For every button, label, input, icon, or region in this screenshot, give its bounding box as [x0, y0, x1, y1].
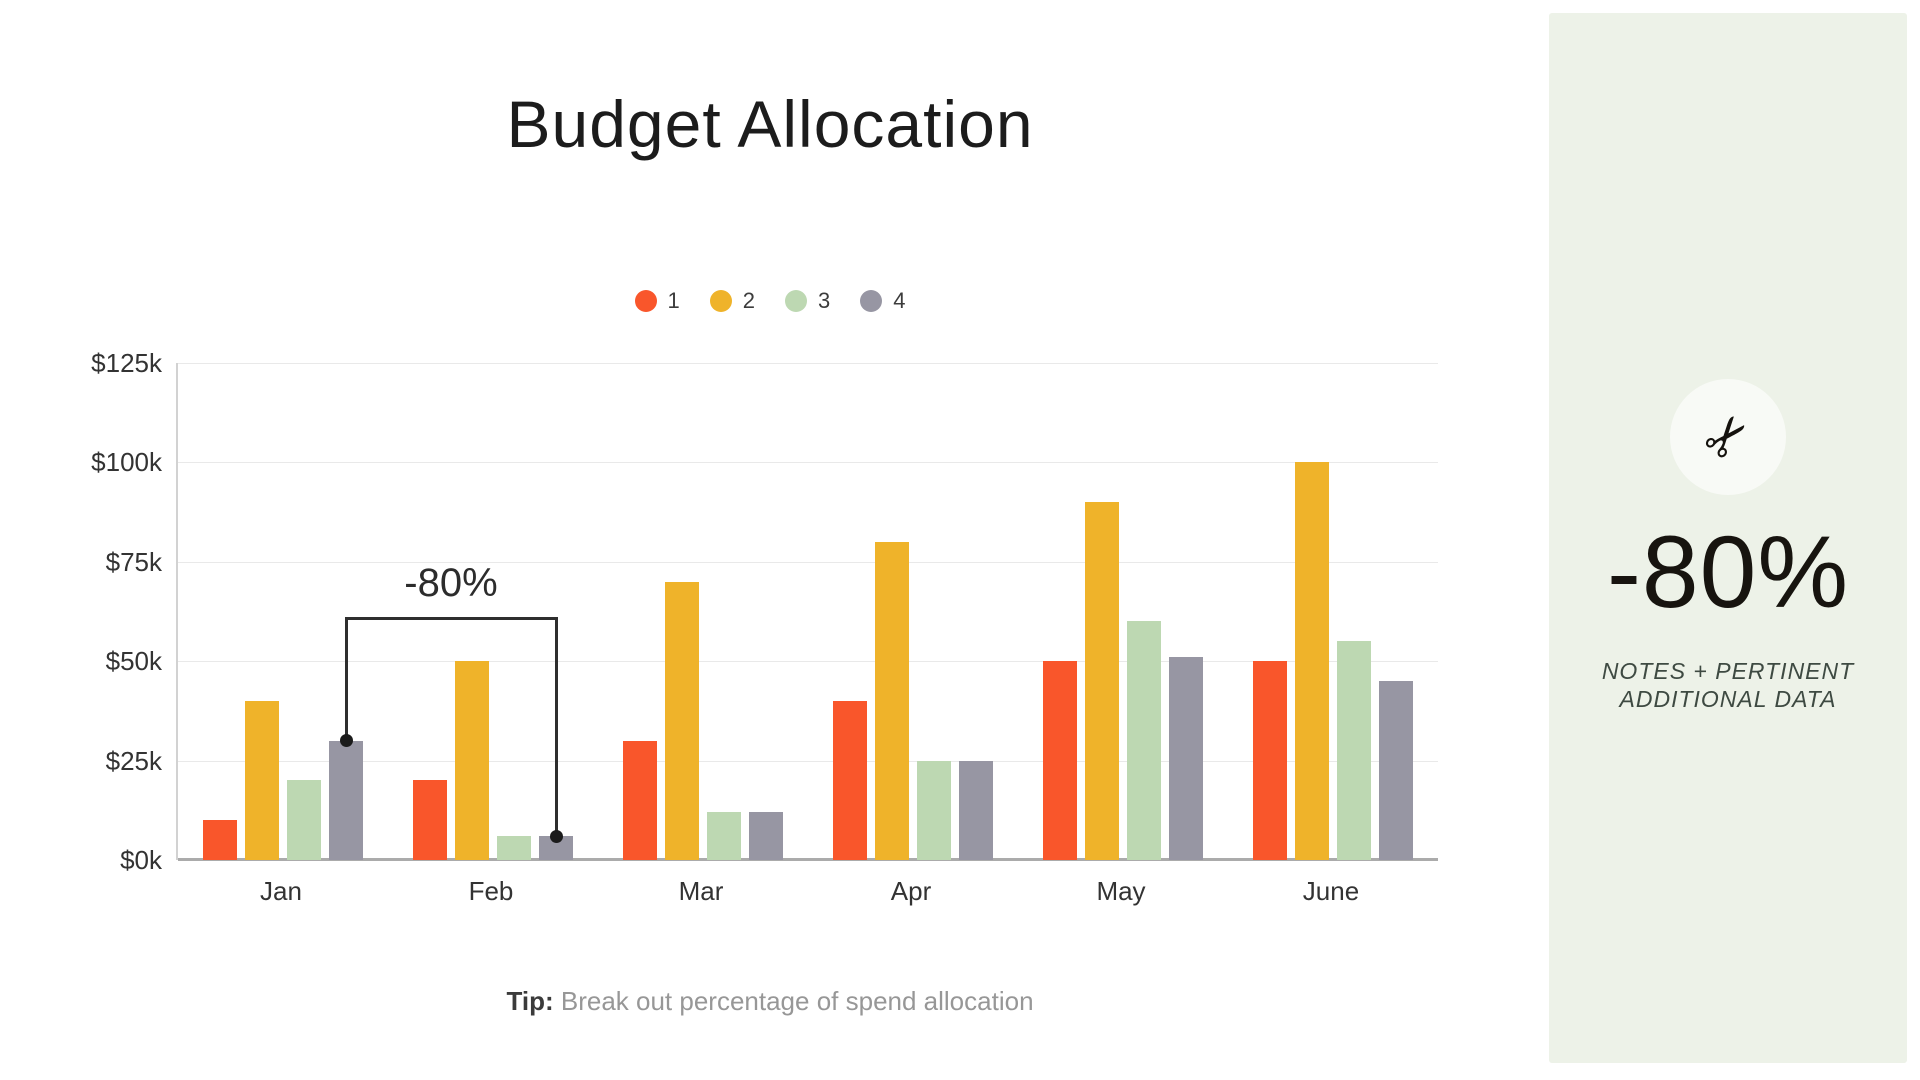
legend-label-3: 3	[818, 288, 831, 313]
legend-dot-2	[709, 290, 732, 312]
legend-dot-4	[860, 290, 883, 312]
gridline-$125k	[178, 363, 1438, 364]
y-axis-labels: $0k $25k $50k $75k $100k $125k	[40, 348, 162, 875]
sidebar-note-line2: ADDITIONAL DATA	[1619, 686, 1837, 712]
y-tick-$125k: $125k	[91, 348, 162, 378]
chart-legend: 1 2 3 4	[0, 288, 1540, 314]
bar-chart-plot: -80%	[176, 363, 1438, 861]
legend-dot-3	[785, 290, 807, 312]
bar-june-series4	[1379, 681, 1413, 860]
x-tick-feb: Feb	[468, 876, 514, 906]
scissors-icon-badge: ✂	[1670, 379, 1786, 495]
bar-may-series1	[1043, 661, 1077, 860]
bar-jan-series1	[203, 820, 237, 860]
notes-panel: ✂ -80% NOTES + PERTINENT ADDITIONAL DATA	[1549, 13, 1907, 1063]
legend-label-1: 1	[667, 288, 680, 313]
bar-apr-series4	[959, 760, 993, 860]
x-tick-mar: Mar	[678, 876, 724, 906]
bar-apr-series2	[875, 541, 909, 860]
bar-feb-series4	[539, 836, 573, 860]
legend-item-1: 1	[634, 288, 680, 314]
sidebar-note: NOTES + PERTINENT ADDITIONAL DATA	[1549, 657, 1907, 713]
annotation-dot-to	[549, 829, 563, 843]
bar-mar-series4	[749, 812, 783, 860]
bar-apr-series3	[917, 760, 951, 860]
sidebar-note-line1: NOTES + PERTINENT	[1601, 658, 1855, 684]
bar-june-series2	[1295, 462, 1329, 860]
tip-label: Tip:	[506, 986, 554, 1016]
bar-mar-series3	[707, 812, 741, 860]
y-tick-$0k: $0k	[120, 845, 162, 875]
legend-label-2: 2	[742, 288, 755, 313]
gridline-$100k	[178, 462, 1438, 464]
legend-dot-1	[634, 290, 657, 312]
x-axis-labels: Jan Feb Mar Apr May June	[176, 876, 1436, 916]
gridline-$50k	[178, 661, 1438, 663]
legend-item-2: 2	[709, 288, 755, 314]
bar-feb-series2	[455, 661, 489, 860]
bar-jan-series2	[245, 700, 279, 860]
annotation-dot-from	[339, 734, 353, 748]
bar-mar-series1	[623, 740, 657, 860]
gridline-$0k	[178, 858, 1438, 861]
bar-may-series3	[1127, 621, 1161, 860]
annotation-line-left	[344, 617, 348, 741]
annotation-line-top	[344, 617, 558, 621]
x-tick-apr: Apr	[890, 876, 932, 906]
sidebar-stat: -80%	[1606, 515, 1850, 629]
x-tick-jan: Jan	[260, 876, 302, 906]
x-tick-june: June	[1302, 876, 1360, 906]
bar-mar-series2	[665, 581, 699, 860]
bar-june-series1	[1253, 661, 1287, 860]
legend-item-4: 4	[860, 288, 906, 314]
chart-title: Budget Allocation	[506, 87, 1034, 162]
bar-may-series2	[1085, 502, 1119, 860]
bar-june-series3	[1337, 641, 1371, 860]
bar-apr-series1	[833, 700, 867, 860]
bar-feb-series3	[497, 836, 531, 860]
annotation-label: -80%	[404, 561, 498, 606]
legend-item-3: 3	[785, 288, 830, 314]
y-tick-$25k: $25k	[105, 745, 162, 776]
x-tick-may: May	[1096, 876, 1146, 906]
annotation-line-right	[554, 617, 558, 837]
scissors-icon: ✂	[1690, 400, 1766, 474]
bar-jan-series3	[287, 780, 321, 860]
bar-feb-series1	[413, 780, 447, 860]
legend-label-4: 4	[893, 288, 906, 313]
tip-body: Break out percentage of spend allocation	[553, 986, 1034, 1016]
bar-jan-series4	[329, 740, 363, 860]
y-tick-$75k: $75k	[105, 546, 162, 577]
y-tick-$100k: $100k	[91, 447, 162, 478]
budget-chart-card: Budget Allocation 1 2 3 4 $0k $25k $50k $75k $1…	[0, 87, 1540, 1017]
tip-text: Tip: Break out percentage of spend alloc…	[0, 986, 1540, 1017]
y-tick-$50k: $50k	[105, 646, 162, 677]
bar-may-series4	[1169, 657, 1203, 860]
gridline-$25k	[178, 760, 1438, 762]
gridline-$75k	[178, 561, 1438, 563]
